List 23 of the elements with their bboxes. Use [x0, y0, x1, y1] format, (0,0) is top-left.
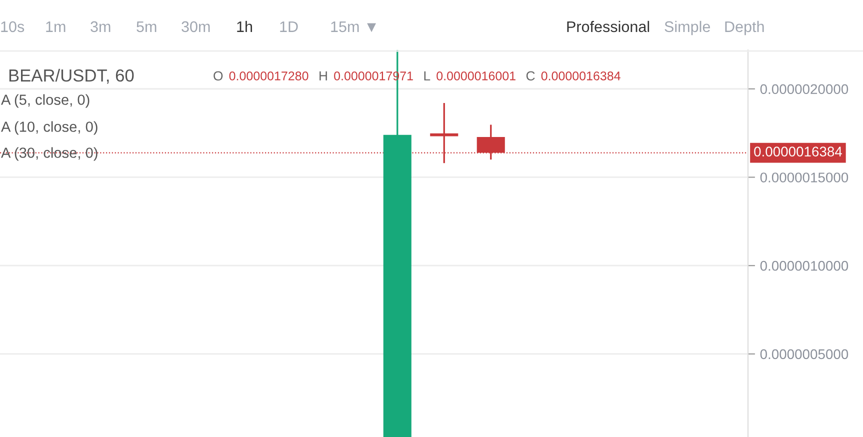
text: 1D	[280, 21, 298, 32]
annotation: A (10, close, 0)	[1, 121, 98, 135]
text: 5m	[136, 21, 156, 32]
y-tick-label: 0.0000005000	[760, 349, 848, 360]
annotation: A (5, close, 0)	[1, 94, 90, 108]
y-tick-label: 0.0000010000	[760, 260, 848, 271]
annotation: C 0.0000016384	[526, 71, 620, 81]
annotation: O 0.0000017280	[214, 71, 308, 81]
text: 3m	[90, 21, 110, 32]
y-tick-label: 0.0000015000	[760, 172, 848, 182]
text: 1m	[46, 21, 66, 32]
text: 10s	[1, 21, 24, 32]
y-tick-label: 0.0000020000	[760, 84, 848, 94]
text: BEAR/USDT, 60	[9, 68, 134, 84]
text: Professional	[567, 20, 650, 32]
text: 15m ▼	[331, 21, 376, 32]
ref-line-label: 0.0000016384	[754, 146, 842, 157]
annotation: L 0.0000016001	[424, 71, 516, 80]
text: 1h	[237, 20, 252, 32]
text: 30m	[182, 21, 210, 32]
annotation: A (30, close, 0)	[1, 147, 98, 161]
text: Depth	[725, 20, 764, 36]
text: Simple	[664, 20, 710, 36]
